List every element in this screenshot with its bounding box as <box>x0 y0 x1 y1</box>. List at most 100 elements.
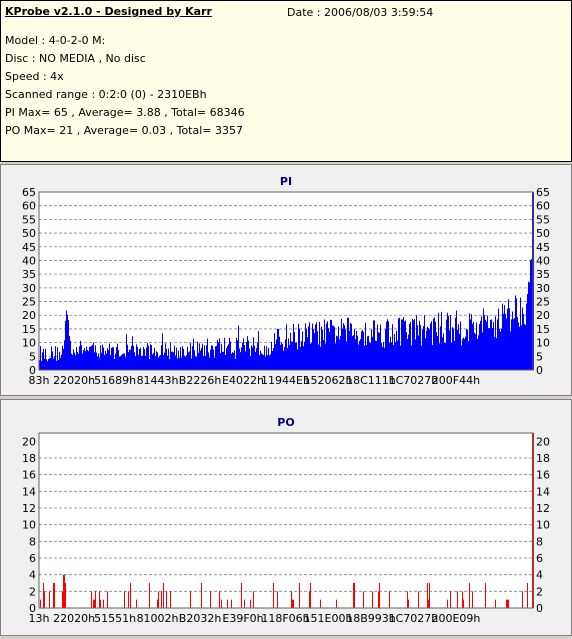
pi-bar <box>444 342 445 370</box>
pi-bar <box>515 295 516 370</box>
pi-bar <box>45 348 46 370</box>
pi-bar <box>294 332 295 370</box>
pi-bar <box>272 351 273 370</box>
pi-bar <box>55 346 56 370</box>
pi-bar <box>357 335 358 370</box>
po-bar <box>130 583 131 608</box>
pi-bar <box>184 355 185 370</box>
po-bar <box>227 599 228 608</box>
po-bar <box>64 574 65 608</box>
po-ytick-left: 10 <box>22 519 36 532</box>
po-bar <box>291 591 292 608</box>
pi-bar <box>480 320 481 370</box>
pi-ytick-right: 55 <box>536 213 550 226</box>
pi-bar <box>277 328 278 370</box>
pi-bar <box>211 345 212 370</box>
pi-bar <box>332 325 333 370</box>
pi-bar <box>149 358 150 370</box>
pi-bar <box>112 347 113 370</box>
po-bar <box>99 591 100 608</box>
pi-bar <box>334 326 335 370</box>
pi-bar <box>481 316 482 370</box>
pi-bar <box>193 338 194 370</box>
pi-bar <box>400 345 401 370</box>
po-bar <box>250 599 251 608</box>
pi-bar <box>139 349 140 370</box>
pi-bar <box>338 326 339 370</box>
pi-bar <box>239 348 240 370</box>
pi-bar <box>135 356 136 370</box>
pi-bar <box>370 343 371 370</box>
pi-bar <box>470 319 471 370</box>
pi-bar <box>385 328 386 370</box>
pi-ytick-left: 0 <box>29 364 36 377</box>
pi-bar <box>386 321 387 370</box>
pi-bar <box>284 346 285 370</box>
pi-bar <box>438 312 439 370</box>
pi-bar <box>292 341 293 370</box>
pi-bar <box>191 358 192 370</box>
po-ytick-right: 8 <box>536 535 543 548</box>
pi-bar <box>117 343 118 370</box>
pi-bar <box>285 339 286 370</box>
pi-bar <box>255 351 256 370</box>
pi-bar <box>275 344 276 370</box>
po-ytick-left: 4 <box>29 569 36 582</box>
pi-bar <box>354 329 355 370</box>
pi-bar <box>263 355 264 370</box>
pi-bar <box>525 324 526 370</box>
pi-bar <box>398 318 399 370</box>
pi-bar <box>99 357 100 370</box>
pi-bar <box>412 318 413 370</box>
pi-bar <box>100 345 101 370</box>
po-bar <box>495 599 496 608</box>
pi-bar <box>150 344 151 370</box>
po-chart-panel: PO 0 0 2 2 4 4 6 6 8 8 10 10 12 12 14 14 16 16 18 18 20 20 13h 2… <box>0 399 572 636</box>
po-bar <box>428 599 429 608</box>
pi-bar <box>356 330 357 370</box>
pi-bar <box>326 323 327 370</box>
pi-bar <box>352 335 353 370</box>
pi-bar <box>419 320 420 370</box>
pi-bar <box>392 324 393 370</box>
pi-bar <box>388 321 389 370</box>
pi-bar <box>518 322 519 370</box>
pi-bar <box>165 343 166 370</box>
pi-bar <box>281 342 282 370</box>
pi-bar <box>97 356 98 370</box>
pi-bar <box>160 354 161 370</box>
pi-bar <box>404 321 405 370</box>
po-bar <box>429 583 430 608</box>
po-bar <box>472 591 473 608</box>
pi-ytick-right: 10 <box>536 337 550 350</box>
po-bar <box>149 583 150 608</box>
pi-bar <box>138 354 139 370</box>
pi-ytick-right: 50 <box>536 227 550 240</box>
model-line: Model : 4-0-2-0 M: <box>5 34 106 47</box>
pi-bar <box>282 343 283 370</box>
pi-bar <box>91 346 92 370</box>
pi-bar <box>93 342 94 370</box>
pi-bar <box>68 319 69 370</box>
pi-bar <box>523 313 524 370</box>
pi-bar <box>469 313 470 370</box>
po-bar <box>163 583 164 608</box>
po-ytick-left: 20 <box>22 435 36 448</box>
pi-bar <box>98 353 99 370</box>
po-bar <box>53 583 54 608</box>
pi-bar <box>241 347 242 370</box>
pi-bar <box>422 329 423 370</box>
pi-bar <box>288 338 289 370</box>
pi-bar <box>177 358 178 370</box>
pi-bar <box>522 307 523 370</box>
po-ytick-right: 18 <box>536 452 550 465</box>
pi-bar <box>116 347 117 370</box>
pi-bar <box>67 314 68 370</box>
pi-bar <box>426 330 427 370</box>
pi-bar <box>434 317 435 370</box>
pi-bar <box>246 342 247 370</box>
pi-bar <box>465 336 466 370</box>
pi-bar <box>42 352 43 370</box>
pi-bar <box>153 353 154 370</box>
pi-bar <box>53 358 54 370</box>
